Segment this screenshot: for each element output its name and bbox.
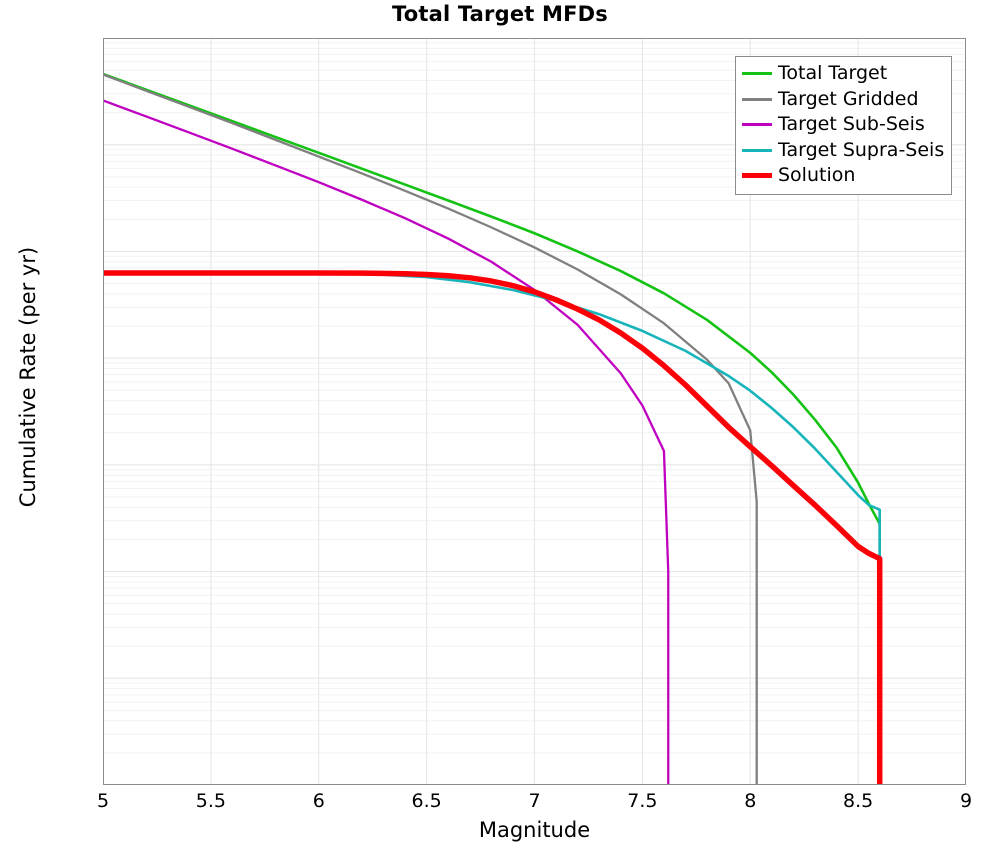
plot-area <box>103 38 966 785</box>
grid-lines <box>103 38 966 785</box>
curve-target-gridded <box>103 73 758 785</box>
legend-item-label: Total Target <box>778 62 888 85</box>
x-tick-label: 6 <box>312 790 325 812</box>
x-tick-label: 5 <box>96 790 110 812</box>
legend-item: Target Sub-Seis <box>742 112 945 138</box>
chart-legend: Total Target Target Gridded Target Sub-Sei… <box>735 56 952 195</box>
curve-total-target <box>103 72 881 785</box>
curve-target-supra-seis <box>383 273 881 785</box>
x-axis-label: Magnitude <box>478 818 591 842</box>
legend-item: Total Target <box>742 61 945 87</box>
legend-color-swatch <box>742 173 772 179</box>
curve-target-sub-seis <box>103 99 670 785</box>
legend-item-label: Target Sub-Seis <box>778 113 925 136</box>
x-tick-label: 8 <box>744 790 757 812</box>
chart-title: Total Target MFDs <box>391 2 609 26</box>
legend-item: Target Supra-Seis <box>742 138 945 164</box>
legend-color-swatch <box>742 97 772 101</box>
legend-color-swatch <box>742 148 772 152</box>
legend-item: Target Gridded <box>742 87 945 113</box>
x-tick-label: 6.5 <box>411 790 442 812</box>
legend-item-label: Solution <box>778 164 856 187</box>
legend-item-label: Target Gridded <box>778 87 919 110</box>
x-tick-label: 8.5 <box>843 790 874 812</box>
x-tick-label: 9 <box>959 790 973 812</box>
legend-color-swatch <box>742 123 772 127</box>
legend-color-swatch <box>742 72 772 76</box>
x-tick-label: 7.5 <box>627 790 658 812</box>
data-curves <box>103 72 883 785</box>
y-axis-label: Cumulative Rate (per yr) <box>16 246 40 508</box>
curve-solution <box>103 270 883 785</box>
x-tick-label: 5.5 <box>195 790 226 812</box>
legend-item: Solution <box>742 163 945 189</box>
x-tick-label: 7 <box>528 790 541 812</box>
legend-item-label: Target Supra-Seis <box>778 138 945 161</box>
